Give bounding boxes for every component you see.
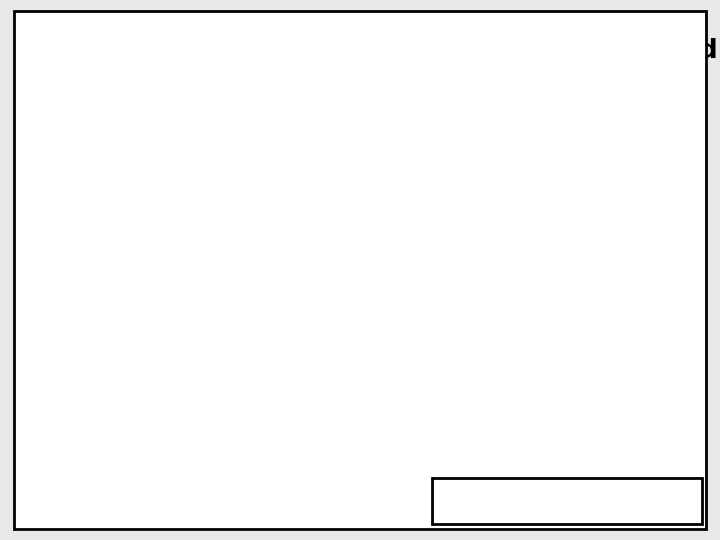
Text: (Combining): (Combining) <box>65 286 209 306</box>
Text: (Covering): (Covering) <box>65 119 189 139</box>
Text: #13  Lec # 4  Winter 2001  12-11-2001: #13 Lec # 4 Winter 2001 12-11-2001 <box>502 516 695 526</box>
Text: (T9’)  X . (X + Y) = X: (T9’) X . (X + Y) = X <box>122 227 338 247</box>
Text: (T10’)  (X + Y) . (X + Y’) = X: (T10’) (X + Y) . (X + Y’) = X <box>122 394 418 414</box>
Text: Two- and Three-Variable Theorems (Continued): Two- and Three-Variable Theorems (Contin… <box>29 38 720 64</box>
Text: (T9)   X + X . Y = X: (T9) X + X . Y = X <box>122 178 322 198</box>
Text: EECC341 - Shaaban: EECC341 - Shaaban <box>482 478 695 497</box>
Text: T9-T10 used in the minimization of logic functions.: T9-T10 used in the minimization of logic… <box>61 451 657 471</box>
Text: •: • <box>32 451 46 475</box>
Text: (T10)   X . Y + X . Y’  =  X: (T10) X . Y + X . Y’ = X <box>122 346 388 366</box>
